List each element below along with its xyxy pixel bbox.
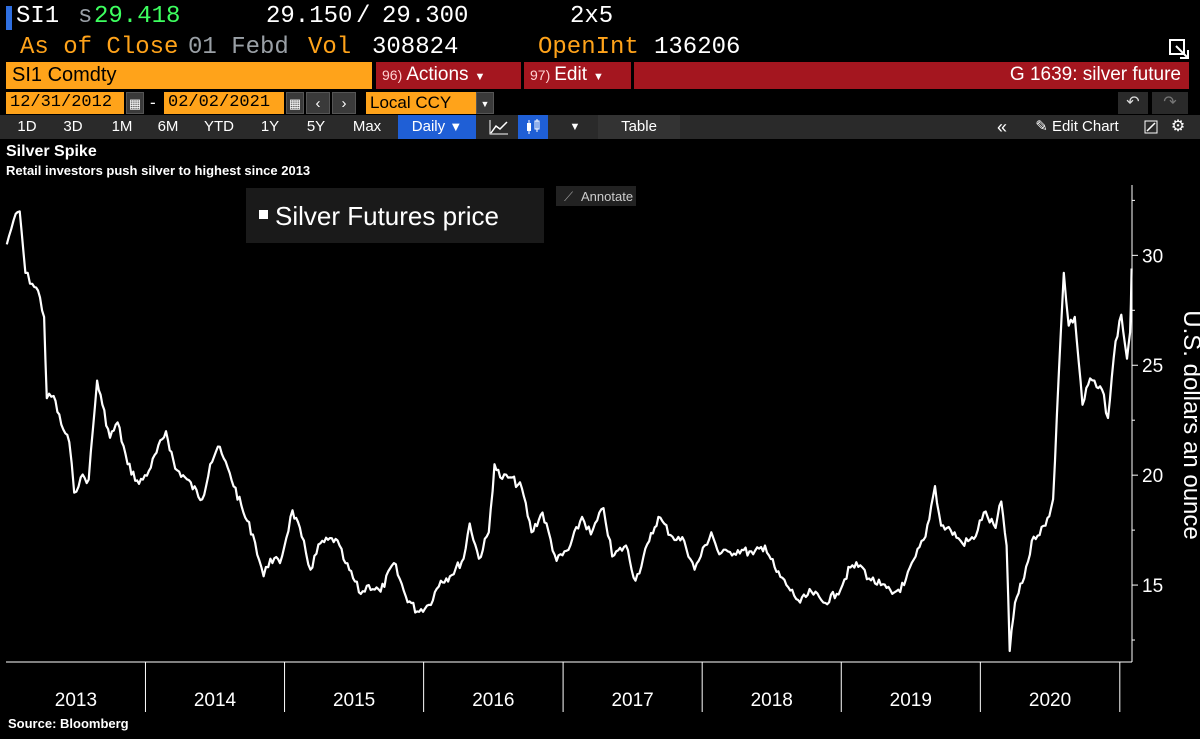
period-ytd[interactable]: YTD bbox=[204, 118, 234, 135]
chart-title: Silver Spike bbox=[6, 143, 97, 160]
command-bar: SI1 Comdty 96) Actions ▼ 97) Edit ▼ G 1639: … bbox=[0, 62, 1200, 90]
annotate-label: Annotate bbox=[581, 189, 633, 204]
start-date: 12/31/2012 bbox=[10, 93, 113, 112]
start-date-field[interactable]: 12/31/2012 bbox=[6, 92, 124, 114]
as-of-label: As of Close bbox=[20, 34, 179, 61]
openint-value: 136206 bbox=[654, 34, 741, 61]
actions-num: 96) bbox=[382, 67, 403, 83]
y-tick-label: 20 bbox=[1142, 466, 1163, 487]
undo-icon[interactable]: ↶ bbox=[1118, 92, 1148, 114]
chart-title-bar: G 1639: silver future bbox=[634, 62, 1190, 89]
series-line-silver-futures bbox=[5, 210, 1133, 653]
series-group bbox=[5, 210, 1133, 653]
period-1d[interactable]: 1D bbox=[17, 118, 37, 135]
actions-menu-button[interactable]: 96) Actions ▼ bbox=[376, 62, 522, 89]
period-5y[interactable]: 5Y bbox=[306, 118, 326, 135]
x-tick-label: 2017 bbox=[611, 690, 653, 711]
currency-select[interactable]: Local CCY bbox=[366, 92, 476, 114]
security-field[interactable]: SI1 Comdty bbox=[6, 62, 372, 89]
edit-menu-button[interactable]: 97) Edit ▼ bbox=[524, 62, 632, 89]
y-axis-ticks: 15 20 25 30 bbox=[1132, 199, 1163, 641]
legend[interactable]: Silver Futures price bbox=[246, 188, 544, 243]
last-price: 29.418 bbox=[94, 3, 181, 30]
candlestick-icon[interactable] bbox=[518, 115, 548, 139]
edit-chart-label: Edit Chart bbox=[1052, 118, 1119, 135]
quote-size: 2x5 bbox=[570, 3, 614, 30]
end-date: 02/02/2021 bbox=[168, 93, 271, 112]
range-dash: - bbox=[150, 93, 156, 112]
cursor-marker bbox=[6, 6, 12, 30]
legend-box bbox=[246, 188, 544, 243]
edit-chart-button[interactable]: ✎ Edit Chart bbox=[1018, 115, 1136, 139]
period-1y[interactable]: 1Y bbox=[260, 118, 280, 135]
x-tick-label: 2019 bbox=[890, 690, 932, 711]
x-tick-label: 2014 bbox=[194, 690, 237, 711]
vol-value: 308824 bbox=[372, 34, 459, 61]
chevron-down-icon[interactable]: ▼ bbox=[476, 92, 494, 114]
x-axis-years: 2013 2014 2015 2016 2017 2018 2019 2020 bbox=[55, 662, 1121, 712]
x-tick-label: 2018 bbox=[751, 690, 793, 711]
y-axis-label: U.S. dollars an ounce bbox=[1178, 310, 1200, 539]
security-label: SI1 Comdty bbox=[12, 64, 117, 86]
edit-label: Edit bbox=[554, 64, 587, 85]
redo-icon[interactable]: ↷ bbox=[1152, 92, 1188, 114]
table-button[interactable]: Table bbox=[598, 115, 680, 139]
settings-icon[interactable]: ⚙ bbox=[1170, 118, 1186, 135]
chevron-left-icon[interactable]: ‹ bbox=[306, 92, 330, 114]
last-prefix: s bbox=[78, 3, 93, 30]
ticker: SI1 bbox=[16, 3, 60, 30]
x-tick-label: 2016 bbox=[472, 690, 514, 711]
openint-label: OpenInt bbox=[538, 34, 639, 61]
chevron-down-icon[interactable]: ▼ bbox=[569, 121, 581, 133]
bid-price: 29.150 bbox=[266, 3, 353, 30]
legend-swatch bbox=[259, 210, 268, 219]
annotate-button[interactable]: ⟋ Annotate bbox=[556, 186, 636, 206]
quote-bar: SI1 s 29.418 29.150 / 29.300 2x5 bbox=[0, 0, 1200, 34]
pencil-icon: ⟋ bbox=[564, 189, 574, 204]
chevron-right-icon[interactable]: › bbox=[332, 92, 356, 114]
calendar-icon[interactable]: ▦ bbox=[126, 92, 144, 114]
ask-price: 29.300 bbox=[382, 3, 469, 30]
x-tick-label: 2020 bbox=[1029, 690, 1071, 711]
as-of-date: 01 Febd bbox=[188, 34, 289, 61]
bid-ask-slash: / bbox=[356, 3, 371, 30]
chevron-down-icon: ▼ bbox=[592, 71, 604, 83]
period-6m[interactable]: 6M bbox=[157, 118, 179, 135]
y-tick-label: 15 bbox=[1142, 576, 1163, 597]
chevron-down-icon: ▼ bbox=[474, 71, 486, 83]
date-range-bar: 12/31/2012 ▦ - 02/02/2021 ▦ ‹ › Local CC… bbox=[0, 92, 1200, 116]
period-3d[interactable]: 3D bbox=[63, 118, 83, 135]
y-tick-label: 25 bbox=[1142, 356, 1163, 377]
chart-subtitle: Retail investors push silver to highest … bbox=[6, 163, 311, 178]
edit-num: 97) bbox=[530, 67, 551, 83]
frequency-label: Daily bbox=[411, 118, 446, 135]
vol-label: Vol bbox=[308, 34, 352, 61]
y-tick-label: 30 bbox=[1142, 246, 1163, 267]
annotate-box bbox=[556, 186, 636, 206]
legend-label: Silver Futures price bbox=[275, 201, 499, 231]
period-1m[interactable]: 1M bbox=[111, 118, 133, 135]
double-chevron-left-icon[interactable]: « bbox=[996, 117, 1007, 137]
frequency-dropdown[interactable]: Daily ▼ bbox=[398, 115, 476, 139]
resize-icon[interactable] bbox=[1168, 38, 1190, 60]
period-toolbar: 1D 3D 1M 6M YTD 1Y 5Y Max Daily ▼ ▼ Tabl… bbox=[0, 115, 1200, 139]
line-chart-icon[interactable] bbox=[484, 115, 514, 139]
chart-settings-small-icon[interactable] bbox=[1140, 115, 1162, 139]
actions-label: Actions bbox=[406, 64, 469, 85]
chart-id-title: G 1639: silver future bbox=[1009, 64, 1181, 85]
period-max[interactable]: Max bbox=[352, 118, 382, 135]
end-date-field[interactable]: 02/02/2021 bbox=[164, 92, 284, 114]
price-chart: 15 20 25 30 2013 2014 2015 2016 2017 2018 2019 202… bbox=[5, 185, 1200, 712]
chevron-down-icon: ▼ bbox=[449, 119, 463, 134]
close-info-bar: As of Close 01 Febd Vol 308824 OpenInt 1… bbox=[0, 34, 1200, 62]
currency-value: Local CCY bbox=[370, 93, 452, 112]
pencil-icon: ✎ bbox=[1035, 118, 1048, 135]
x-tick-label: 2013 bbox=[55, 690, 97, 711]
x-tick-label: 2015 bbox=[333, 690, 375, 711]
source-note: Source: Bloomberg bbox=[8, 716, 129, 731]
calendar-icon[interactable]: ▦ bbox=[286, 92, 304, 114]
